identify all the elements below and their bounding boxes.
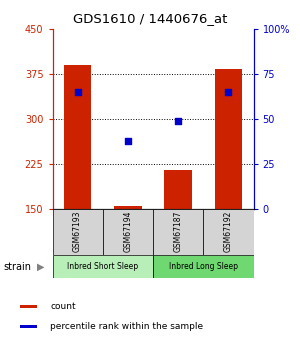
Text: Inbred Long Sleep: Inbred Long Sleep <box>169 262 238 271</box>
Text: ▶: ▶ <box>37 262 44 272</box>
Bar <box>103 209 153 255</box>
Point <box>226 89 231 95</box>
Text: percentile rank within the sample: percentile rank within the sample <box>50 322 203 331</box>
Point <box>125 138 130 143</box>
Text: Inbred Short Sleep: Inbred Short Sleep <box>67 262 138 271</box>
Bar <box>20 305 38 308</box>
Point <box>75 89 80 95</box>
Text: GSM67192: GSM67192 <box>224 210 233 252</box>
Text: GDS1610 / 1440676_at: GDS1610 / 1440676_at <box>73 12 227 25</box>
Bar <box>52 209 103 255</box>
Bar <box>164 170 192 209</box>
Bar <box>153 255 254 278</box>
Bar <box>114 206 142 209</box>
Text: strain: strain <box>3 262 31 272</box>
Bar <box>64 65 92 209</box>
Bar <box>52 255 153 278</box>
Bar <box>153 209 203 255</box>
Bar <box>203 209 254 255</box>
Text: GSM67187: GSM67187 <box>174 210 183 252</box>
Bar <box>20 325 38 328</box>
Text: GSM67193: GSM67193 <box>73 210 82 252</box>
Bar <box>214 69 242 209</box>
Point <box>176 118 181 124</box>
Text: GSM67194: GSM67194 <box>123 210 132 252</box>
Text: count: count <box>50 302 76 311</box>
